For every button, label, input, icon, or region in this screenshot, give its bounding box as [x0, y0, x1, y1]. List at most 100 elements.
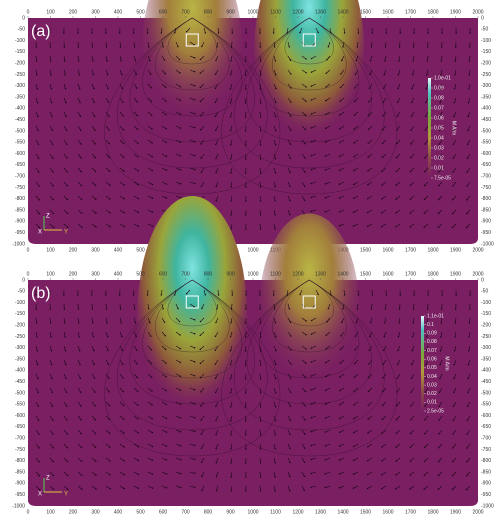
arrow-head	[147, 294, 148, 295]
arrow-head	[367, 488, 368, 489]
arrow-head	[260, 74, 261, 75]
arrow-head	[200, 349, 201, 350]
arrow-head	[81, 226, 82, 227]
arrow-head	[424, 213, 425, 214]
arrow-head	[381, 198, 382, 199]
arrow-head	[305, 348, 306, 349]
arrow-head	[150, 74, 151, 75]
arrow-head	[38, 392, 39, 393]
arrow-head	[290, 420, 291, 421]
x-tick-label: 0	[27, 247, 30, 253]
arrow-head	[382, 419, 383, 420]
arrow-head	[134, 46, 135, 47]
arrow-head	[122, 101, 123, 102]
arrow-head	[194, 445, 195, 446]
arrow-head	[123, 170, 124, 171]
arrow-head	[399, 46, 400, 47]
arrow-head	[78, 60, 79, 61]
arrow-head	[455, 60, 456, 61]
arrow-head	[290, 130, 291, 131]
arrow-head	[245, 336, 246, 337]
arrow-head	[305, 86, 306, 87]
arrow-head	[109, 405, 110, 406]
arrow-head	[260, 186, 261, 187]
arrow-head	[438, 199, 439, 200]
arrow-head	[39, 475, 40, 476]
arrow-head	[304, 419, 305, 420]
x-tick-label: 1600	[382, 509, 393, 515]
arrow-head	[215, 406, 216, 407]
arrow-head	[326, 59, 327, 60]
y-tick-label: -350	[15, 94, 25, 100]
arrow-head	[311, 375, 312, 376]
arrow-head	[194, 183, 195, 184]
arrow-head	[39, 213, 40, 214]
arrow-head	[230, 364, 231, 365]
arrow-head	[122, 88, 123, 89]
arrow-head	[384, 322, 385, 323]
colorbar-tick-label: 0.04	[434, 135, 444, 141]
arrow-head	[305, 100, 306, 101]
x-tick-label: 1000	[247, 247, 258, 253]
arrow-head	[339, 390, 340, 391]
arrow-head	[339, 487, 340, 488]
arrow-head	[325, 362, 326, 363]
arrow-head	[245, 88, 246, 89]
triad-label: X	[38, 492, 42, 498]
arrow-head	[260, 102, 261, 103]
arrow-head	[38, 406, 39, 407]
arrow-head	[290, 115, 291, 116]
arrow-head	[135, 60, 136, 61]
y-tick-label: -250	[15, 72, 25, 78]
arrow-head	[215, 88, 216, 89]
arrow-head	[466, 461, 467, 462]
arrow-head	[273, 32, 274, 33]
arrow-head	[95, 171, 96, 172]
x-tick-label: 300	[91, 509, 100, 515]
arrow-head	[137, 377, 138, 378]
arrow-head	[325, 211, 326, 212]
x-tick-label: 1900	[450, 247, 461, 253]
arrow-head	[354, 101, 355, 102]
arrow-head	[260, 46, 261, 47]
arrow-head	[137, 418, 138, 419]
x-tick-label: 200	[69, 271, 78, 277]
y-tick-label: -850	[481, 207, 491, 213]
arrow-head	[340, 335, 341, 336]
arrow-head	[95, 157, 96, 158]
arrow-head	[180, 376, 181, 377]
arrow-head	[94, 116, 95, 117]
arrow-head	[201, 46, 202, 47]
arrow-head	[107, 336, 108, 337]
arrow-head	[201, 448, 202, 449]
arrow-head	[137, 156, 138, 157]
arrow-head	[230, 74, 231, 75]
arrow-head	[194, 403, 195, 404]
arrow-head	[325, 155, 326, 156]
arrow-head	[151, 156, 152, 157]
arrow-head	[467, 406, 468, 407]
x-tick-label: 800	[204, 9, 213, 15]
arrow-head	[122, 377, 123, 378]
arrow-head	[369, 74, 370, 75]
colorbar-tick-label: 0.1	[427, 322, 434, 328]
arrow-head	[339, 128, 340, 129]
arrow-head	[370, 322, 371, 323]
arrow-head	[396, 143, 397, 144]
arrow-head	[299, 32, 300, 33]
arrow-head	[200, 101, 201, 102]
arrow-head	[275, 462, 276, 463]
y-tick-label: -600	[15, 151, 25, 157]
arrow-head	[245, 74, 246, 75]
y-tick-label: -100	[15, 38, 25, 44]
arrow-head	[311, 71, 312, 72]
arrow-head	[397, 88, 398, 89]
arrow-head	[440, 336, 441, 337]
arrow-head	[37, 88, 38, 89]
arrow-head	[275, 448, 276, 449]
arrow-head	[259, 32, 260, 33]
arrow-head	[93, 350, 94, 351]
arrow-head	[201, 490, 202, 491]
arrow-head	[411, 378, 412, 379]
x-tick-label: 0	[27, 271, 30, 277]
